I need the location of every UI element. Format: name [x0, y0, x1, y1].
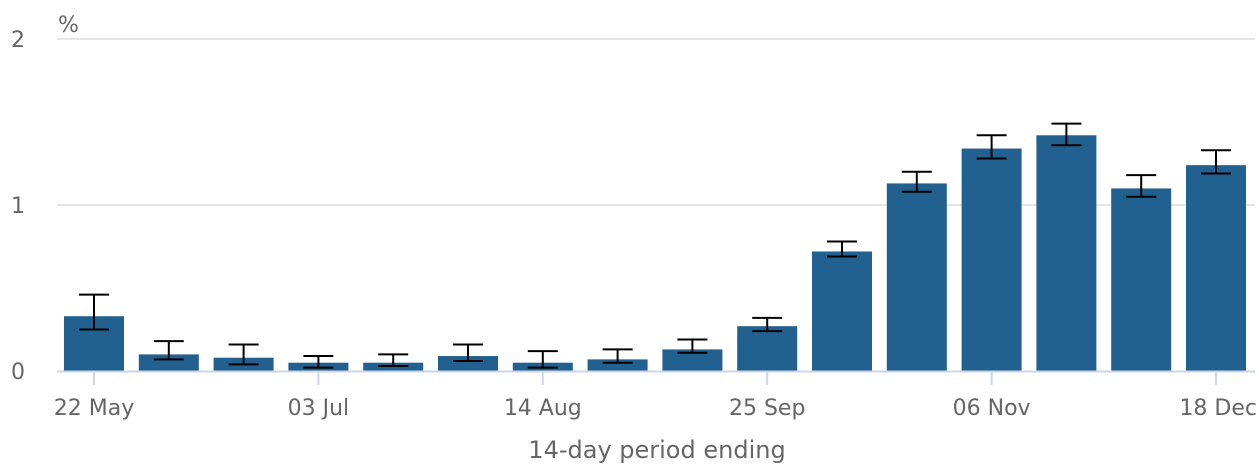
error-bar-11 — [901, 170, 932, 193]
axis-labels: 0 1 2 22 May 03 Jul 14 Aug 25 Sep 06 Nov 18 Dec — [11, 28, 1257, 421]
y-axis-unit-label: % — [58, 13, 79, 38]
bars — [64, 135, 1246, 371]
bar-5 — [438, 356, 498, 371]
error-bars — [79, 122, 1231, 369]
x-axis — [57, 370, 1255, 385]
x-tick-label-3: 25 Sep — [729, 396, 805, 421]
error-bar-0 — [79, 293, 109, 331]
x-axis-title: 14-day period ending — [528, 436, 785, 463]
y-tick-label-0: 0 — [11, 360, 25, 385]
error-bar-13 — [1051, 122, 1082, 147]
x-tick-label-2: 14 Aug — [504, 396, 582, 421]
y-tick-label-1: 1 — [11, 194, 25, 219]
x-tick-label-5: 18 Dec — [1179, 396, 1257, 421]
y-tick-label-2: 2 — [11, 28, 25, 53]
error-bar-9 — [752, 316, 783, 333]
error-bar-3 — [303, 355, 334, 369]
bar-8 — [662, 349, 723, 371]
bar-11 — [886, 183, 947, 371]
error-bar-8 — [677, 338, 708, 354]
bar-12 — [961, 148, 1022, 371]
error-bar-6 — [527, 350, 558, 369]
error-bar-1 — [153, 340, 184, 361]
bar-15 — [1186, 165, 1246, 371]
bar-9 — [737, 326, 798, 371]
error-bar-15 — [1201, 149, 1231, 175]
bar-14 — [1111, 188, 1172, 371]
error-bar-10 — [827, 240, 857, 258]
error-bar-5 — [453, 343, 483, 363]
error-bar-14 — [1126, 174, 1157, 198]
error-bar-4 — [378, 353, 409, 368]
error-bar-7 — [602, 348, 633, 364]
bar-10 — [812, 251, 872, 371]
x-tick-label-4: 06 Nov — [953, 396, 1031, 421]
bar-13 — [1036, 135, 1097, 371]
x-tick-label-1: 03 Jul — [288, 396, 350, 421]
bar-7 — [587, 359, 648, 371]
x-tick-label-0: 22 May — [54, 396, 134, 421]
error-bar-2 — [228, 343, 259, 366]
error-bar-12 — [976, 134, 1007, 160]
